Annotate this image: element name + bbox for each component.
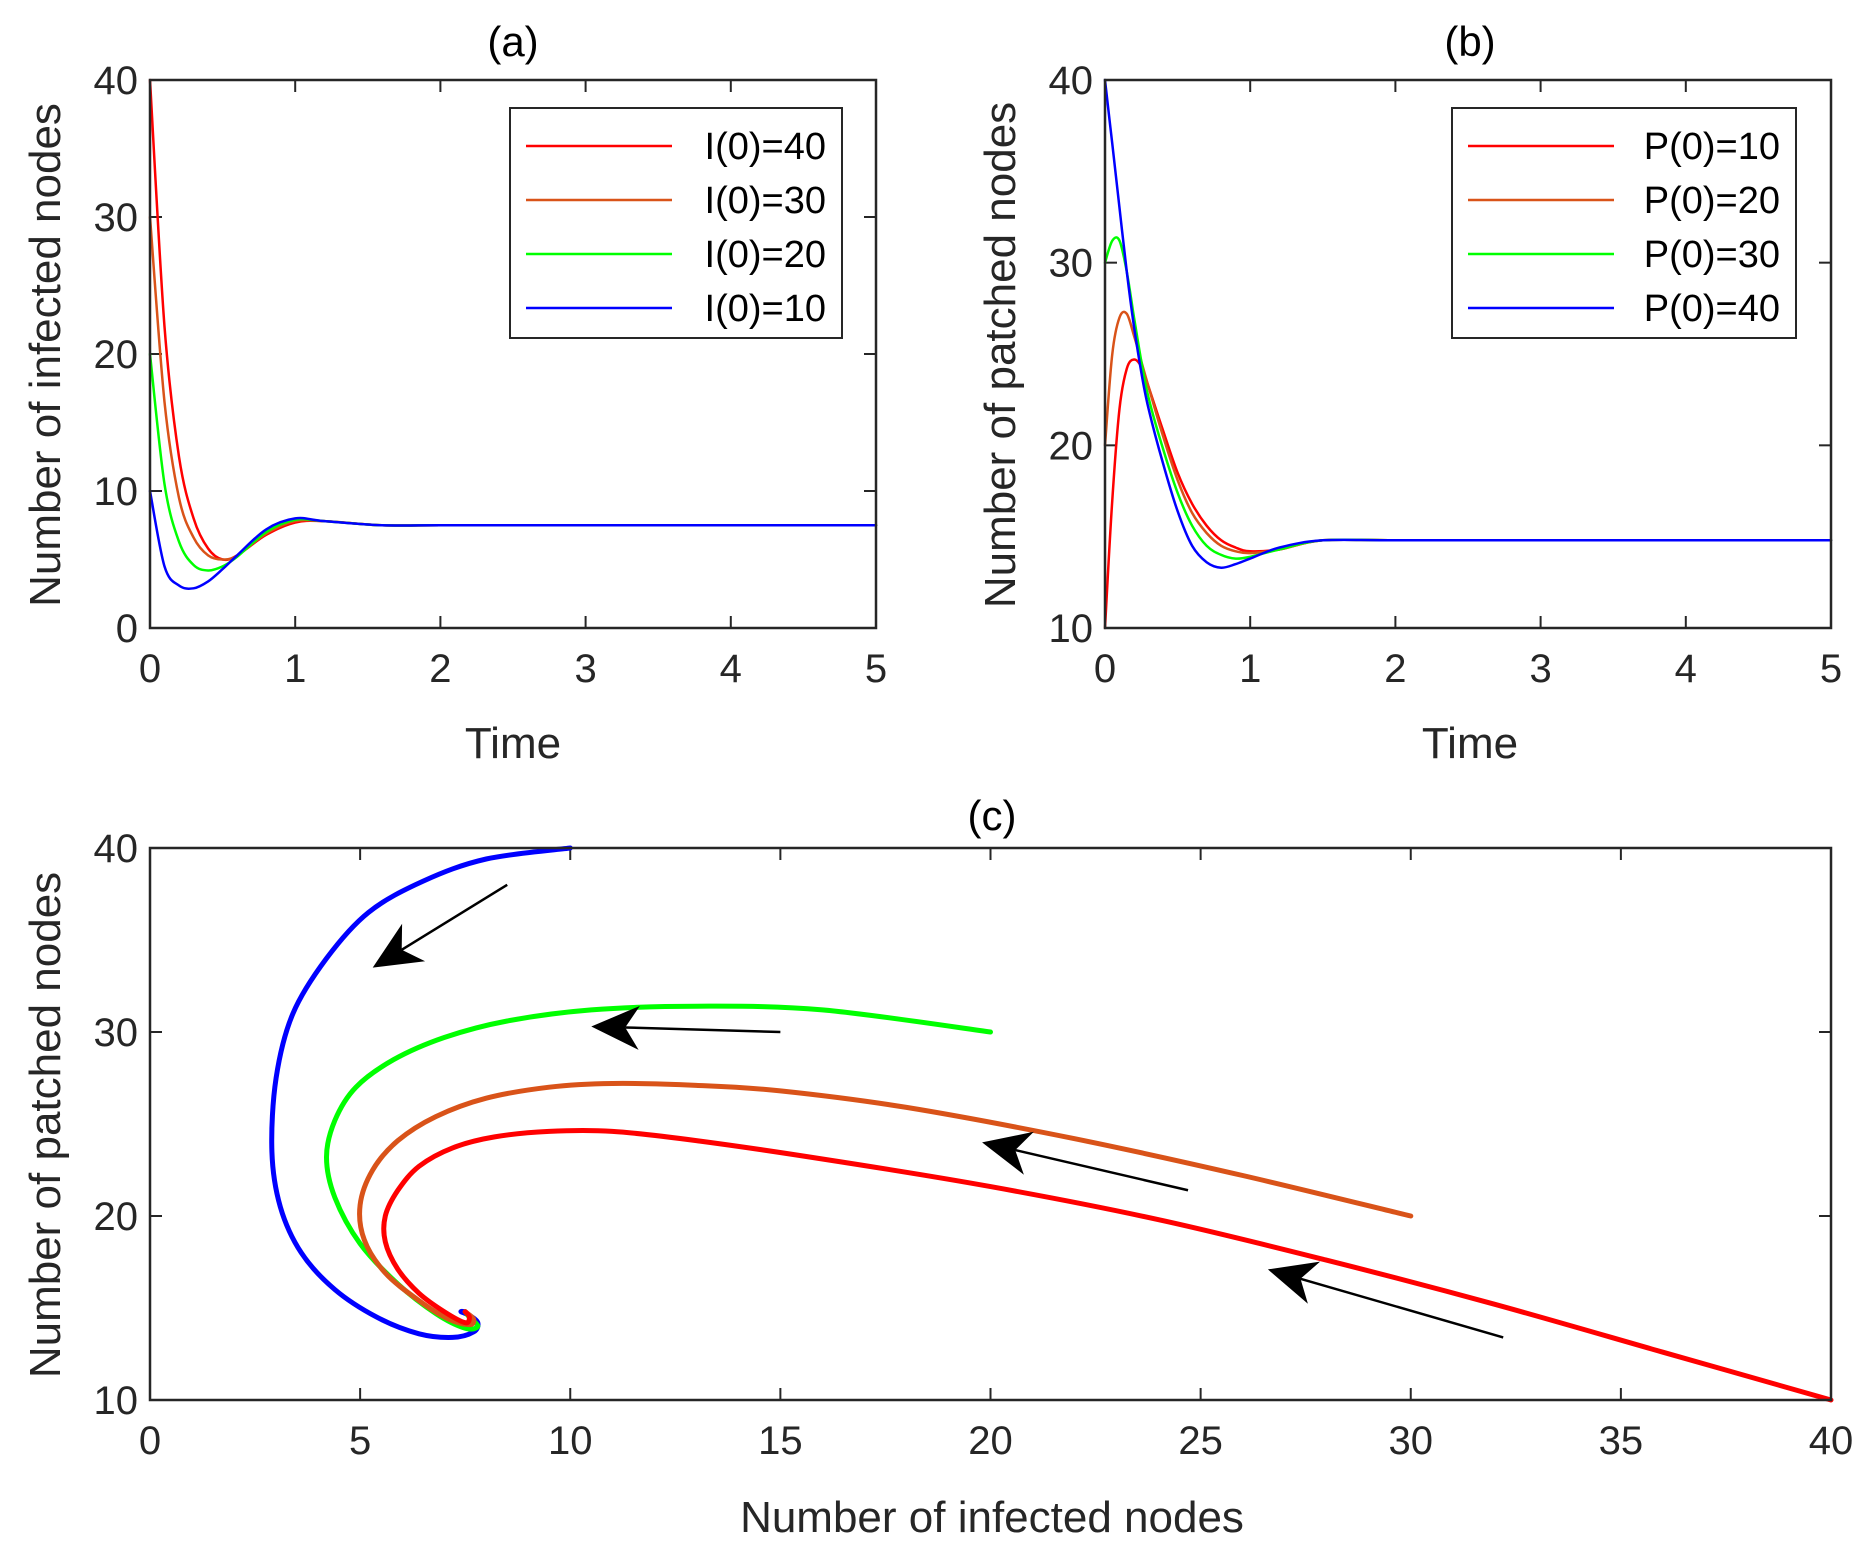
panel-b-ylabel: Number of patched nodes — [976, 102, 1025, 608]
panel-c-ytick-label: 40 — [94, 827, 139, 871]
panel-a-title: (a) — [487, 18, 538, 65]
panel-a-series-line — [148, 489, 878, 590]
panel-a-ytick-label: 10 — [94, 470, 139, 514]
panel-b-title: (b) — [1444, 18, 1495, 65]
panel-b-ytick-label: 10 — [1049, 607, 1094, 651]
panel-a-legend-label: I(0)=40 — [705, 126, 826, 168]
panel-b-legend-label: P(0)=40 — [1644, 288, 1780, 330]
panel-a-ytick-label: 20 — [94, 333, 139, 377]
panel-c-arrow-head — [982, 1131, 1034, 1175]
panel-c-arrow-head — [1267, 1261, 1321, 1304]
panel-a-ytick-label: 40 — [94, 59, 139, 103]
panel-a-lines — [148, 78, 878, 590]
panel-b-xlabel: Time — [1422, 719, 1518, 768]
panel-c-series-line — [324, 1003, 993, 1332]
panel-c-xtick-label: 40 — [1809, 1419, 1854, 1463]
panel-c-ytick-label: 20 — [94, 1195, 139, 1239]
panel-b-legend-label: P(0)=30 — [1644, 234, 1780, 276]
panel-a-axes — [148, 78, 878, 630]
panel-b-xtick-label: 1 — [1239, 647, 1261, 691]
panel-b-ytick-label: 20 — [1049, 424, 1094, 468]
panel-c-xtick-label: 15 — [758, 1419, 803, 1463]
panel-b-ytick-label: 40 — [1049, 59, 1094, 103]
panel-c-xtick-label: 5 — [349, 1419, 371, 1463]
panel-b-lines — [1103, 78, 1833, 630]
panel-c-arrow-head — [372, 923, 426, 968]
panel-b-legend-label: P(0)=20 — [1644, 180, 1780, 222]
panel-b-xtick-label: 2 — [1384, 647, 1406, 691]
panel-a-legend-label: I(0)=20 — [705, 234, 826, 276]
panel-b-legend: P(0)=10 P(0)=20 P(0)=30 P(0)=40 — [1451, 107, 1797, 339]
panel-a-ylabel: Number of infected nodes — [21, 103, 70, 607]
panel-c-ytick-label: 30 — [94, 1011, 139, 1055]
panel-a-xtick-label: 3 — [574, 647, 596, 691]
panel-b-xtick-label: 0 — [1094, 647, 1116, 691]
panel-a-xtick-label: 0 — [139, 647, 161, 691]
panel-c-xtick-label: 25 — [1178, 1419, 1223, 1463]
panel-c-arrow-shaft — [1014, 1148, 1189, 1192]
panel-a-series-line — [148, 352, 878, 572]
panel-b: (b) Time Number of patched nodes 0 1 2 3 4 5 1… — [976, 18, 1842, 768]
panel-a-xtick-label: 5 — [865, 647, 887, 691]
panel-b-series-line — [1103, 78, 1833, 569]
panel-c-series-line — [381, 1127, 1834, 1403]
panel-b-ytick-label: 30 — [1049, 242, 1094, 286]
panel-a-xtick-label: 4 — [720, 647, 742, 691]
panel-b-series-line — [1103, 358, 1833, 630]
panel-c-xlabel: Number of infected nodes — [740, 1493, 1244, 1542]
panel-b-legend-entries: P(0)=10 P(0)=20 P(0)=30 P(0)=40 — [1468, 126, 1780, 330]
panel-b-xtick-label: 4 — [1675, 647, 1697, 691]
panel-c-lines — [269, 845, 1834, 1403]
panel-c-xtick-label: 30 — [1389, 1419, 1434, 1463]
panel-b-ticks: 0 1 2 3 4 5 10 20 30 40 — [1049, 59, 1843, 691]
panel-a-xtick-label: 2 — [429, 647, 451, 691]
panel-c-xtick-label: 10 — [548, 1419, 593, 1463]
panel-a-ytick-label: 0 — [116, 607, 138, 651]
panel-c-xtick-label: 35 — [1599, 1419, 1644, 1463]
panel-a-legend: I(0)=40 I(0)=30 I(0)=20 I(0)=10 — [509, 107, 843, 339]
panel-b-legend-label: P(0)=10 — [1644, 126, 1780, 168]
panel-c-arrow-shaft — [1300, 1277, 1504, 1339]
panel-c-ylabel: Number of patched nodes — [21, 872, 70, 1378]
panel-c-ytick-label: 10 — [94, 1379, 139, 1423]
panel-b-axes — [1103, 78, 1833, 630]
panel-a-legend-entries: I(0)=40 I(0)=30 I(0)=20 I(0)=10 — [526, 126, 826, 330]
panel-a: (a) Time Number of infected nodes 0 1 2 3 4 5… — [21, 18, 887, 768]
panel-a-legend-label: I(0)=10 — [705, 288, 826, 330]
panel-c-series-line — [357, 1080, 1414, 1328]
panel-c-xtick-label: 20 — [968, 1419, 1013, 1463]
panel-b-series-line — [1103, 310, 1833, 555]
panel-b-xtick-label: 3 — [1529, 647, 1551, 691]
panel-a-xtick-label: 1 — [284, 647, 306, 691]
panel-c-arrow-shaft — [625, 1026, 781, 1034]
panel-c-arrow-head — [591, 1005, 640, 1050]
panel-a-legend-label: I(0)=30 — [705, 180, 826, 222]
panel-c-arrows — [372, 883, 1504, 1339]
panel-a-ytick-label: 30 — [94, 196, 139, 240]
panel-b-xtick-label: 5 — [1820, 647, 1842, 691]
panel-c-axes — [148, 846, 1833, 1402]
panel-a-xlabel: Time — [465, 719, 561, 768]
panel-c: (c) Number of infected nodes Number of p… — [21, 792, 1853, 1542]
panel-c-title: (c) — [968, 792, 1017, 839]
panel-c-arrow-shaft — [401, 883, 508, 951]
panel-c-xtick-label: 0 — [139, 1419, 161, 1463]
